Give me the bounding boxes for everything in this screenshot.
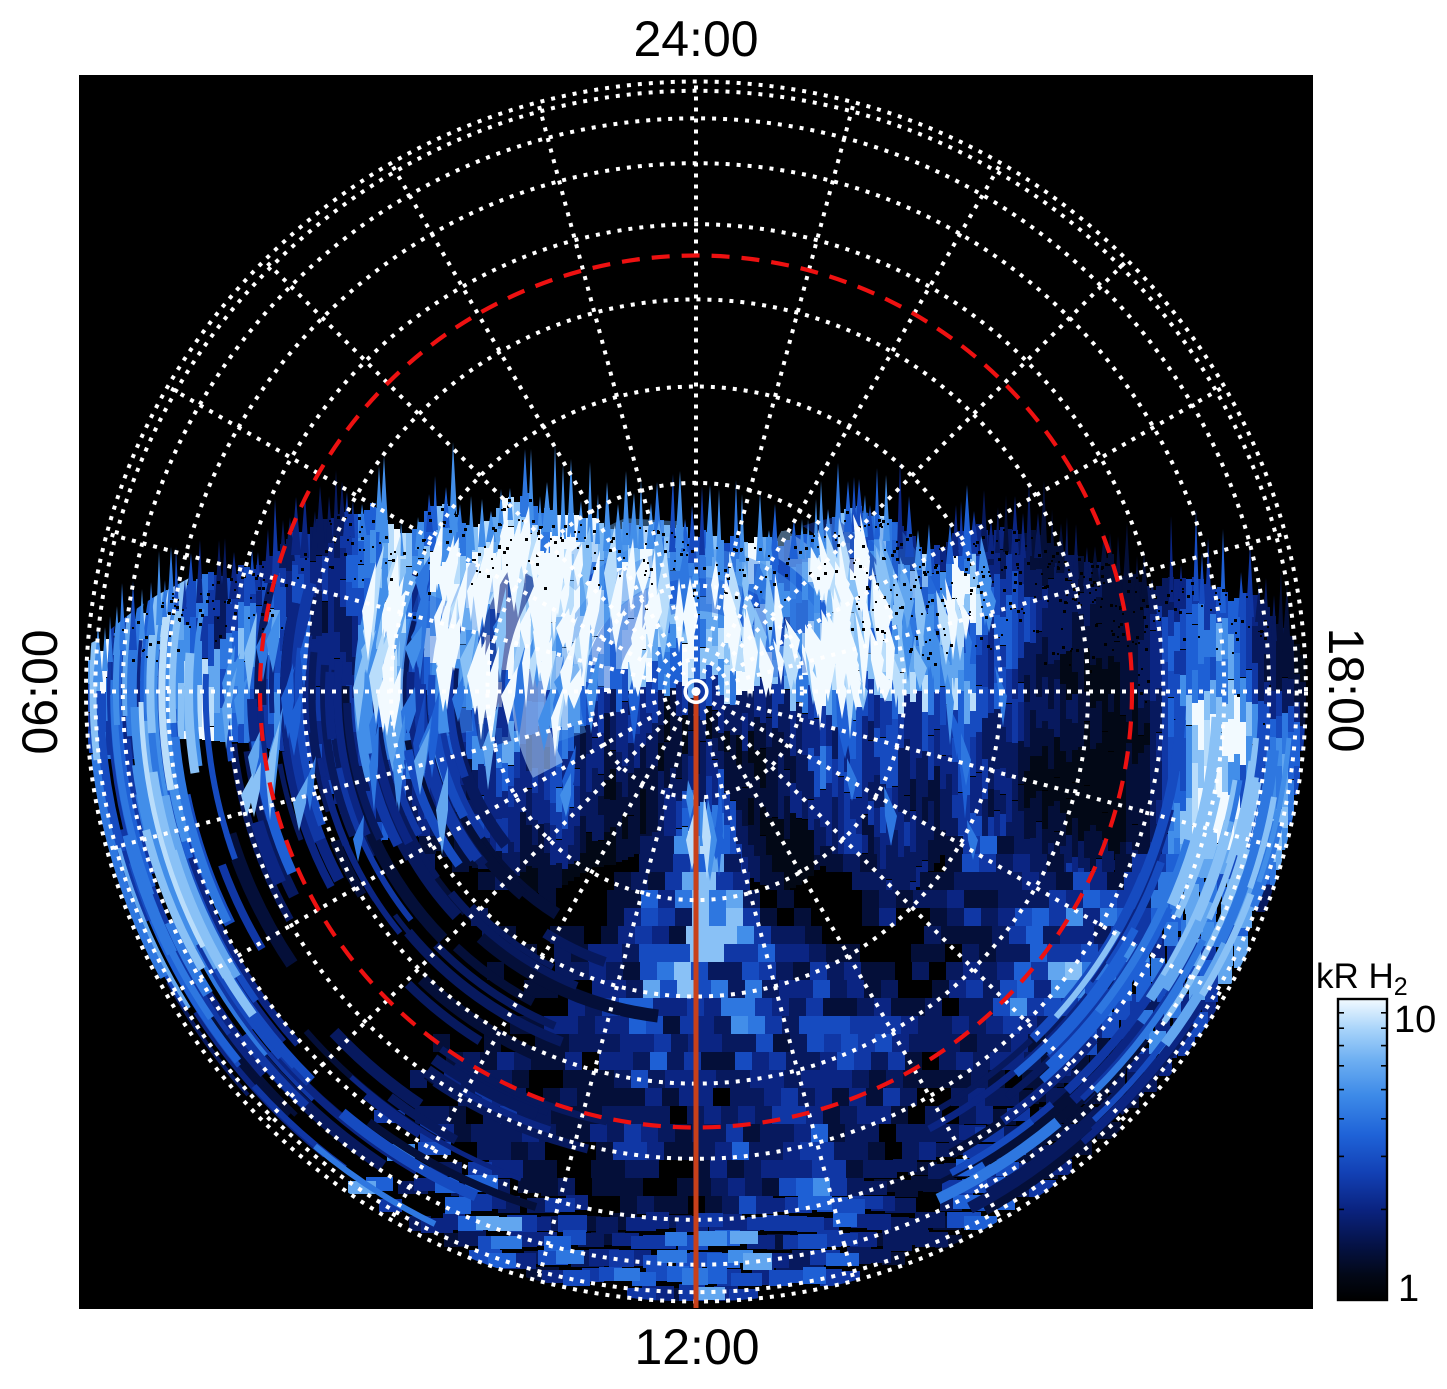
svg-text:24:00: 24:00 [633, 11, 758, 67]
svg-text:1: 1 [1398, 1268, 1419, 1310]
svg-text:06:00: 06:00 [12, 629, 68, 754]
svg-text:10: 10 [1394, 999, 1436, 1041]
svg-text:18:00: 18:00 [1318, 627, 1374, 752]
svg-text:kR H2: kR H2 [1316, 957, 1408, 1001]
svg-text:12:00: 12:00 [634, 1319, 759, 1375]
